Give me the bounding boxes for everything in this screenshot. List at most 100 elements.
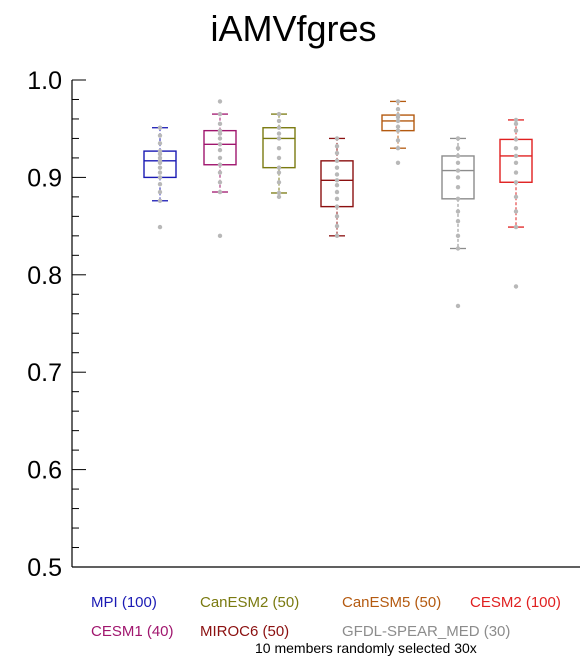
legend-item-miroc6: MIROC6 (50) xyxy=(200,623,290,640)
data-point-cesm2 xyxy=(513,180,519,185)
data-point-cesm2 xyxy=(513,121,519,127)
data-point-mpi xyxy=(157,148,163,154)
data-point-miroc6 xyxy=(334,150,340,156)
data-point-mpi xyxy=(157,224,163,230)
data-point-canesm5 xyxy=(395,107,401,112)
legend-item-cesm2: CESM2 (100) xyxy=(470,594,561,611)
data-point-miroc6 xyxy=(334,189,340,195)
data-point-miroc6 xyxy=(334,182,340,188)
data-point-cesm1 xyxy=(217,189,223,195)
data-point-gfdl-spear-med xyxy=(455,219,461,224)
data-point-miroc6 xyxy=(334,165,340,170)
data-point-gfdl-spear-med xyxy=(455,168,461,173)
data-point-cesm2 xyxy=(513,209,519,214)
y-tick-label: 0.9 xyxy=(27,164,62,192)
data-point-canesm2 xyxy=(276,111,282,117)
data-point-gfdl-spear-med xyxy=(455,136,461,141)
data-point-miroc6 xyxy=(334,223,340,229)
data-point-canesm2 xyxy=(276,165,282,170)
data-point-canesm2 xyxy=(276,118,282,124)
data-point-canesm5 xyxy=(395,118,401,124)
data-point-cesm2 xyxy=(513,128,519,133)
data-point-canesm2 xyxy=(276,190,282,196)
data-point-canesm2 xyxy=(276,136,282,141)
data-point-gfdl-spear-med xyxy=(455,196,461,202)
data-point-canesm2 xyxy=(276,145,282,151)
data-point-miroc6 xyxy=(334,136,340,141)
data-point-cesm1 xyxy=(217,233,223,239)
data-point-gfdl-spear-med xyxy=(455,160,461,165)
data-point-cesm2 xyxy=(513,145,519,151)
data-point-gfdl-spear-med xyxy=(455,233,461,239)
data-point-mpi xyxy=(157,170,163,175)
data-point-canesm5 xyxy=(395,160,401,165)
data-point-canesm5 xyxy=(395,124,401,129)
data-point-gfdl-spear-med xyxy=(455,184,461,190)
data-point-cesm1 xyxy=(217,99,223,104)
data-point-cesm1 xyxy=(217,121,223,127)
data-point-gfdl-spear-med xyxy=(455,145,461,151)
legend-item-canesm2: CanESM2 (50) xyxy=(200,594,300,611)
data-point-canesm2 xyxy=(276,170,282,175)
data-point-canesm5 xyxy=(395,138,401,143)
data-point-miroc6 xyxy=(334,204,340,209)
data-point-cesm1 xyxy=(217,162,223,167)
data-point-miroc6 xyxy=(334,178,340,183)
y-tick-label: 0.8 xyxy=(27,262,62,290)
data-point-cesm2 xyxy=(513,137,519,142)
data-point-canesm2 xyxy=(276,194,282,200)
data-point-cesm1 xyxy=(217,136,223,141)
data-point-cesm1 xyxy=(217,111,223,117)
data-point-mpi xyxy=(157,133,163,138)
data-point-mpi xyxy=(157,141,163,146)
data-point-cesm2 xyxy=(513,194,519,200)
data-point-miroc6 xyxy=(334,196,340,202)
data-point-mpi xyxy=(157,155,163,161)
data-point-miroc6 xyxy=(334,233,340,239)
data-point-gfdl-spear-med xyxy=(455,153,461,159)
data-point-canesm5 xyxy=(395,145,401,151)
data-point-gfdl-spear-med xyxy=(455,303,461,309)
legend-item-mpi: MPI (100) xyxy=(91,594,157,611)
data-point-mpi xyxy=(157,198,163,203)
data-point-canesm2 xyxy=(276,180,282,185)
data-point-gfdl-spear-med xyxy=(455,175,461,180)
data-point-cesm2 xyxy=(513,160,519,165)
data-point-canesm5 xyxy=(395,128,401,133)
data-point-cesm2 xyxy=(513,153,519,159)
data-point-mpi xyxy=(157,182,163,187)
data-point-cesm2 xyxy=(513,284,519,289)
data-point-canesm2 xyxy=(276,155,282,161)
data-point-miroc6 xyxy=(334,214,340,219)
legend-item-gfdl-spear-med: GFDL-SPEAR_MED (30) xyxy=(342,623,511,640)
data-point-canesm2 xyxy=(276,131,282,136)
y-tick-label: 0.5 xyxy=(27,554,62,582)
data-point-cesm1 xyxy=(217,155,223,161)
data-point-cesm1 xyxy=(217,180,223,185)
y-tick-label: 0.7 xyxy=(27,359,62,387)
y-tick-label: 1.0 xyxy=(27,67,62,95)
data-point-mpi xyxy=(157,175,163,180)
data-point-cesm2 xyxy=(513,224,519,230)
data-point-canesm5 xyxy=(395,99,401,104)
data-point-gfdl-spear-med xyxy=(455,209,461,214)
data-point-gfdl-spear-med xyxy=(455,246,461,251)
data-point-miroc6 xyxy=(334,144,340,149)
data-point-cesm1 xyxy=(217,142,223,147)
data-point-miroc6 xyxy=(334,172,340,177)
data-point-miroc6 xyxy=(334,158,340,164)
legend-item-cesm1: CESM1 (40) xyxy=(91,623,174,640)
data-point-cesm1 xyxy=(217,147,223,153)
data-point-canesm5 xyxy=(395,112,401,118)
data-point-mpi xyxy=(157,189,163,195)
data-point-cesm2 xyxy=(513,117,519,123)
data-point-cesm1 xyxy=(217,128,223,133)
data-point-cesm1 xyxy=(217,170,223,175)
footnote: 10 members randomly selected 30x xyxy=(255,640,477,656)
data-point-mpi xyxy=(157,165,163,170)
legend-item-canesm5: CanESM5 (50) xyxy=(342,594,442,611)
data-point-cesm2 xyxy=(513,170,519,175)
y-tick-label: 0.6 xyxy=(27,457,62,485)
